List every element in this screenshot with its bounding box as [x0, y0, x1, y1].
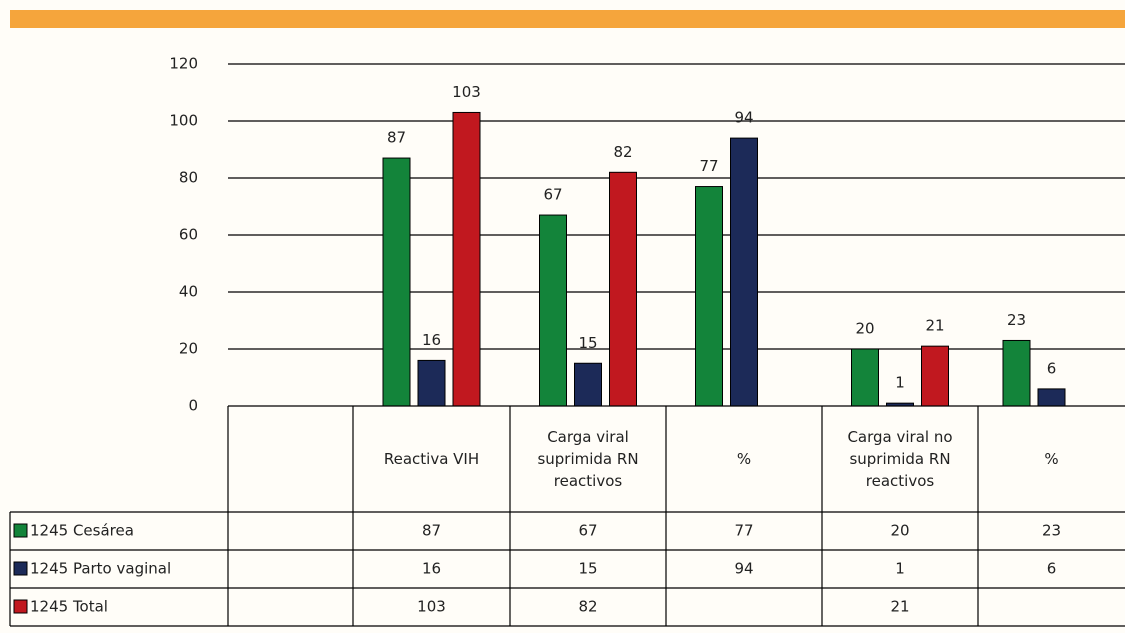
- table-cell: 1: [895, 560, 905, 578]
- legend-label: 1245 Cesárea: [30, 522, 134, 540]
- legend-label: 1245 Total: [30, 598, 108, 616]
- x-category-label: %: [1044, 450, 1058, 468]
- table-cell: 15: [578, 560, 597, 578]
- data-label: 23: [1007, 311, 1026, 329]
- data-label: 21: [925, 317, 944, 335]
- bar: [921, 345, 949, 407]
- x-category-label: Carga viral no suprimida RN reactivos: [847, 428, 952, 490]
- y-tick-label: 80: [179, 169, 198, 187]
- data-label: 67: [543, 186, 562, 204]
- table-cell: 23: [1042, 522, 1061, 540]
- data-label: 20: [855, 320, 874, 338]
- y-tick-label: 100: [169, 112, 198, 130]
- x-category-label: %: [737, 450, 751, 468]
- legend-swatch: [13, 599, 28, 614]
- data-label: 103: [452, 83, 481, 101]
- data-label: 87: [387, 129, 406, 147]
- table-cell: 103: [417, 598, 446, 616]
- data-label: 94: [734, 109, 753, 127]
- legend-label: 1245 Parto vaginal: [30, 560, 171, 578]
- y-tick-label: 40: [179, 283, 198, 301]
- y-tick-label: 0: [188, 397, 198, 415]
- bar: [730, 137, 758, 407]
- y-tick-label: 60: [179, 226, 198, 244]
- bar: [1037, 388, 1066, 407]
- table-cell: 87: [422, 522, 441, 540]
- table-cell: 6: [1047, 560, 1057, 578]
- table-cell: 20: [890, 522, 909, 540]
- bar: [452, 111, 481, 407]
- bar: [539, 214, 567, 407]
- table-cell: 77: [734, 522, 753, 540]
- bar: [609, 171, 637, 407]
- table-cell: 82: [578, 598, 597, 616]
- table-cell: 67: [578, 522, 597, 540]
- x-category-label: Carga viral suprimida RN reactivos: [537, 428, 638, 490]
- y-tick-label: 20: [179, 340, 198, 358]
- data-label: 1: [895, 374, 905, 392]
- data-label: 6: [1047, 359, 1057, 377]
- table-cell: 16: [422, 560, 441, 578]
- y-tick-label: 120: [169, 55, 198, 73]
- data-label: 16: [422, 331, 441, 349]
- table-cell: 21: [890, 598, 909, 616]
- bar: [417, 359, 446, 407]
- bar: [382, 157, 411, 407]
- legend-swatch: [13, 561, 28, 576]
- table-cell: 94: [734, 560, 753, 578]
- x-category-label: Reactiva VIH: [384, 450, 479, 468]
- data-label: 15: [578, 334, 597, 352]
- data-label: 77: [699, 157, 718, 175]
- header-band: [10, 10, 1125, 28]
- bar: [1002, 339, 1031, 407]
- bar: [695, 186, 723, 407]
- bar: [574, 362, 602, 407]
- legend-swatch: [13, 523, 28, 538]
- data-label: 82: [613, 143, 632, 161]
- bar: [851, 348, 879, 407]
